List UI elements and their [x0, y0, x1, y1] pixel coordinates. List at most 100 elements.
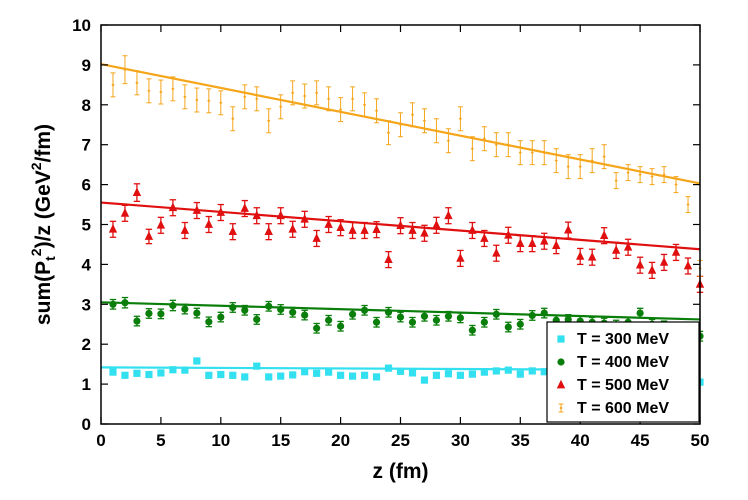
data-point [156, 220, 166, 229]
y-tick-label: 1 [82, 375, 91, 394]
data-point [133, 369, 141, 377]
data-point [109, 368, 117, 376]
data-point [301, 311, 309, 319]
data-point [288, 224, 297, 233]
data-point [135, 81, 139, 85]
data-point [277, 305, 285, 314]
data-point [504, 230, 513, 239]
data-point [674, 183, 678, 187]
data-point [396, 220, 405, 230]
data-point [492, 310, 500, 318]
data-point [557, 358, 565, 366]
data-point [614, 179, 618, 183]
data-point [556, 379, 566, 389]
data-point [557, 335, 565, 343]
data-point [410, 113, 415, 117]
legend-label: T = 500 MeV [577, 377, 669, 394]
x-tick-label: 25 [391, 431, 410, 450]
data-point [578, 165, 582, 169]
data-point [528, 311, 536, 320]
data-point [540, 236, 549, 245]
data-point [350, 97, 355, 101]
data-point [327, 97, 331, 101]
data-point [183, 95, 187, 99]
data-point [339, 107, 343, 112]
data-point [420, 228, 429, 237]
data-point [279, 105, 283, 109]
data-point [384, 308, 393, 316]
data-point [216, 207, 225, 216]
data-point [372, 373, 381, 381]
y-tick-label: 5 [82, 216, 91, 235]
data-point [241, 373, 249, 381]
data-point [303, 94, 307, 98]
data-point [336, 222, 345, 232]
data-point [494, 143, 498, 147]
data-point [602, 155, 606, 159]
data-point [337, 322, 345, 330]
data-point [168, 202, 178, 212]
data-point [228, 226, 237, 236]
data-point [456, 314, 464, 322]
data-point [111, 83, 115, 87]
data-point [636, 309, 644, 317]
data-point [144, 231, 154, 240]
data-point [587, 251, 597, 261]
data-point [229, 371, 237, 379]
data-point [650, 175, 654, 179]
legend-label: T = 400 MeV [577, 354, 669, 371]
data-point [180, 225, 190, 234]
data-point [348, 310, 357, 318]
data-point [420, 312, 429, 320]
data-point [559, 406, 563, 410]
data-point [528, 238, 537, 248]
data-point [683, 260, 693, 270]
data-point [229, 303, 237, 312]
data-point [444, 370, 453, 378]
data-point [434, 129, 439, 133]
data-point [540, 309, 548, 317]
legend-entry-2: T = 400 MeV [557, 354, 669, 371]
x-tick-label: 5 [156, 431, 165, 450]
data-point [312, 233, 321, 242]
y-axis-title-tail: )/z (GeV [32, 170, 55, 248]
data-point [504, 323, 512, 331]
legend-box [546, 321, 700, 423]
data-point [540, 368, 548, 376]
data-point [265, 302, 273, 310]
data-point [480, 318, 488, 326]
data-point [468, 225, 477, 234]
data-point [219, 101, 223, 105]
data-point [635, 259, 645, 269]
x-tick-label: 40 [571, 431, 590, 450]
data-point [360, 225, 369, 234]
data-point [264, 226, 273, 236]
x-tick-label: 50 [691, 431, 710, 450]
data-point [324, 219, 333, 228]
data-point [253, 362, 261, 370]
data-point [446, 139, 451, 143]
data-point [241, 306, 249, 314]
y-axis-title-sup2: 2 [28, 162, 44, 170]
y-axis-title: sum(Pt2)/z (GeV2/fm) [28, 124, 58, 325]
data-point [396, 313, 405, 321]
y-axis-title-sup: 2 [28, 248, 44, 256]
data-point [348, 372, 357, 380]
data-point [432, 316, 441, 324]
data-point [276, 210, 285, 220]
data-point [240, 203, 249, 212]
data-point [267, 119, 271, 123]
data-point [542, 151, 546, 155]
data-point [686, 202, 690, 207]
data-point [159, 90, 163, 94]
data-point [432, 220, 441, 229]
data-point [147, 89, 151, 93]
data-point [133, 317, 141, 325]
data-point [157, 369, 165, 377]
data-point [362, 103, 367, 107]
data-point [374, 109, 379, 113]
data-point [506, 143, 510, 147]
data-point [482, 137, 486, 141]
legend-entry-1: T = 300 MeV [557, 331, 669, 348]
